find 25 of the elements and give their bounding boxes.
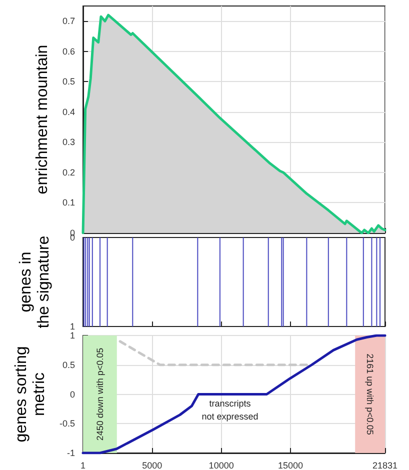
y-axis-title: enrichment mountain: [34, 44, 52, 194]
y-tick-label: -0.5: [59, 418, 75, 429]
y-tick-label: 0.5: [62, 360, 75, 370]
x-tick-label: 10000: [208, 460, 234, 470]
y-tick-label: 0.5: [62, 76, 75, 87]
y-tick-label: 1: [70, 330, 75, 340]
y-tick-label: 0.4: [62, 106, 75, 117]
y-tick-label: 0.3: [62, 137, 75, 148]
band-label: 2450 down with p<0.05: [94, 348, 105, 441]
y-tick-label: 0: [70, 389, 75, 400]
x-tick-label: 21831: [372, 460, 398, 470]
y-tick-label: 0.2: [62, 167, 75, 178]
x-tick-label: 5000: [142, 460, 162, 470]
y-tick-label: 0.6: [62, 46, 75, 56]
x-tick-label: 15000: [278, 460, 304, 470]
y-tick-label: 0.1: [62, 198, 75, 208]
y-tick-label: 1: [70, 322, 75, 332]
y-axis-title: genes in the signature: [18, 236, 52, 328]
y-tick-label: 0.7: [62, 16, 75, 26]
band-label: 2161 up with p<0.05: [365, 354, 376, 435]
annotation: transcripts not expressed: [202, 398, 258, 422]
x-tick-label: 1: [80, 460, 86, 470]
line-series: [82, 334, 386, 454]
y-tick-label: -1: [66, 448, 75, 458]
y-axis-title: genes sorting metric: [13, 346, 48, 442]
